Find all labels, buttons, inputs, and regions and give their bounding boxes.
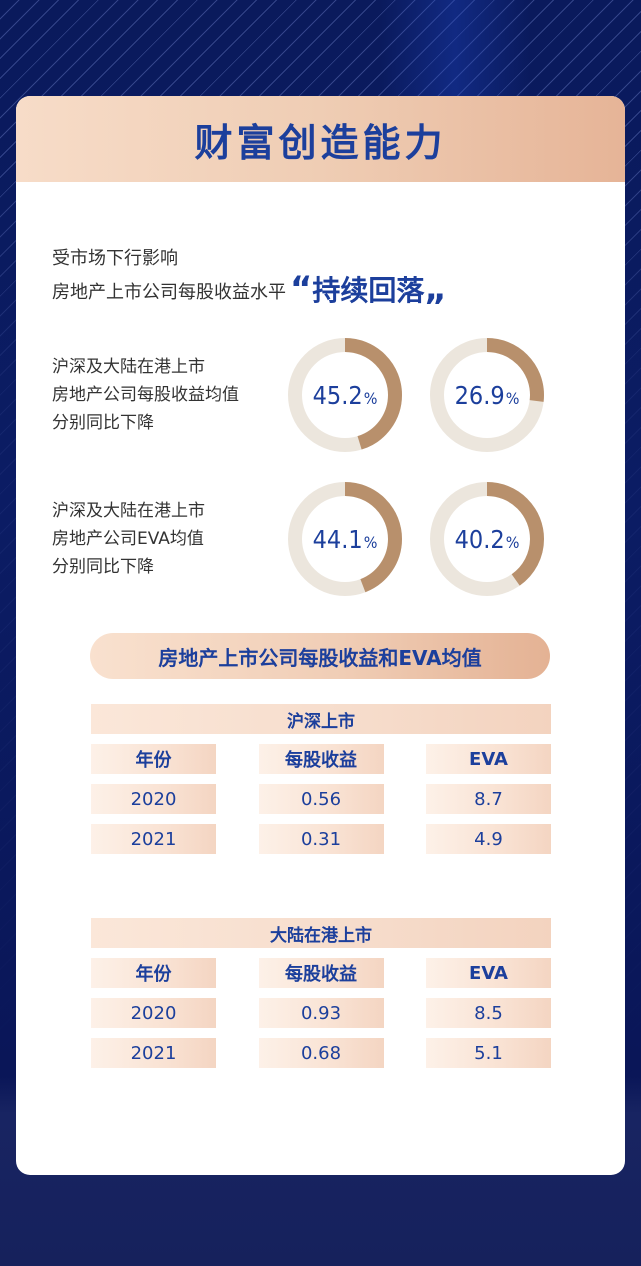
table-row: 2021 0.31 4.9 [91,824,551,854]
intro-text: 受市场下行影响 房地产上市公司每股收益水平 “持续回落„ [52,244,447,308]
table-row: 2021 0.68 5.1 [91,1038,551,1068]
donut-ring-icon [430,338,544,452]
table-row: 2020 0.56 8.7 [91,784,551,814]
card-header: 财富创造能力 [16,96,625,182]
table-header-row: 年份 每股收益 EVA [91,958,551,988]
donut-ring-icon [288,338,402,452]
table-mainland-hk: 大陆在港上市 年份 每股收益 EVA 2020 0.93 8.5 2021 0.… [91,918,551,1078]
section-title-pill: 房地产上市公司每股收益和EVA均值 [90,633,550,679]
intro-line-1: 受市场下行影响 [52,248,178,269]
highlight-phrase: “持续回落„ [290,269,447,309]
intro-line-2: 房地产上市公司每股收益水平 “持续回落„ [52,269,447,309]
donut-chart: 40.2% [428,480,546,598]
donut-ring-icon [430,482,544,596]
table-title: 沪深上市 [91,704,551,734]
donut-chart: 26.9% [428,336,546,454]
donut-chart: 44.1% [286,480,404,598]
stat-description: 沪深及大陆在港上市 房地产公司EVA均值 分别同比下降 [52,501,205,577]
stat-row-eva: 沪深及大陆在港上市 房地产公司EVA均值 分别同比下降 44.1% 40.2% [52,480,570,598]
page-title: 财富创造能力 [194,120,447,165]
table-shenzhen-shanghai: 沪深上市 年份 每股收益 EVA 2020 0.56 8.7 2021 0.31… [91,704,551,864]
content-card: 财富创造能力 受市场下行影响 房地产上市公司每股收益水平 “持续回落„ 沪深及大… [16,96,625,1175]
donut-chart: 45.2% [286,336,404,454]
table-row: 2020 0.93 8.5 [91,998,551,1028]
table-title: 大陆在港上市 [91,918,551,948]
donut-ring-icon [288,482,402,596]
stat-description: 沪深及大陆在港上市 房地产公司每股收益均值 分别同比下降 [52,357,239,433]
table-header-row: 年份 每股收益 EVA [91,744,551,774]
stat-row-eps: 沪深及大陆在港上市 房地产公司每股收益均值 分别同比下降 45.2% 26.9% [52,336,570,454]
